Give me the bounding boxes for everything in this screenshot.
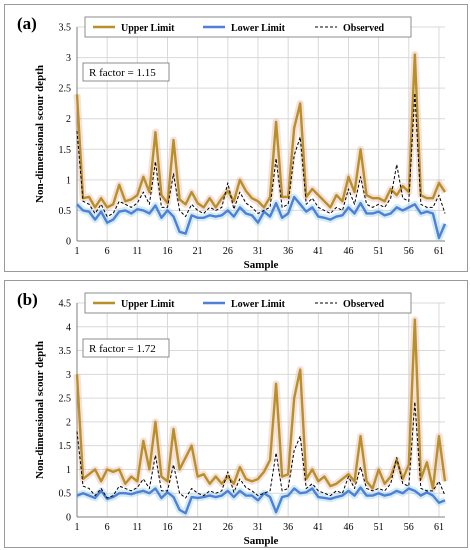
chart-b-legend-box: [84, 292, 412, 314]
chart-b-x-tick-label: 11: [133, 522, 143, 533]
chart-b-x-tick-label: 56: [404, 522, 414, 533]
chart-a-y-tick-label: 0: [66, 237, 71, 248]
chart-b-x-tick-label: 16: [162, 522, 172, 533]
chart-b-y-tick-label: 3.5: [59, 346, 72, 357]
chart-a-x-axis-title: Sample: [244, 259, 279, 271]
chart-a-x-tick-label: 31: [253, 246, 263, 257]
chart-a-annotation-text: R factor = 1.15: [89, 67, 156, 79]
chart-b-x-tick-label: 36: [283, 522, 293, 533]
chart-a-series-observed: [76, 92, 446, 218]
chart-a-y-tick-label: 1.5: [59, 145, 72, 156]
chart-a-svg: (a)00.511.522.533.51 6 11 16 21 26 31 36 41 46 51 5…: [17, 14, 449, 271]
chart-a-x-tick-label: 11: [133, 246, 143, 257]
chart-b-series-lower-limit: [76, 486, 446, 515]
chart-b-y-tick-label: 0.5: [59, 489, 72, 500]
chart-a-panel-label: (a): [17, 14, 37, 33]
chart-a-x-tick-label: 6: [105, 246, 110, 257]
chart-a-y-tick-label: 3: [66, 53, 71, 64]
chart-b-legend-label-lower-limit: Lower Limit: [231, 299, 286, 310]
chart-a-legend-label-observed: Observed: [343, 23, 385, 34]
chart-b-y-tick-label: 1.5: [59, 441, 72, 452]
chart-b-panel-label: (b): [17, 290, 38, 309]
chart-b-y-tick-label: 0: [66, 513, 71, 524]
chart-a-x-tick-label: 21: [193, 246, 203, 257]
chart-b-legend: Upper Limit Lower Limit Observed: [84, 292, 412, 314]
chart-a-x-tick-label: 41: [313, 246, 323, 257]
chart-b-series-upper-limit: [75, 318, 447, 490]
chart-b-y-axis-title: Non-dimensional scour depth: [34, 341, 46, 479]
chart-b-x-tick-label: 46: [343, 522, 353, 533]
chart-b-annotation-box: [82, 338, 170, 358]
chart-a-y-tick-label: 2.5: [59, 84, 72, 95]
chart-b-y-tick-label: 4.5: [59, 299, 72, 310]
chart-b-annotation-text: R factor = 1.72: [89, 343, 156, 355]
chart-b-series-glow: [75, 484, 447, 517]
chart-b-y-tick-label: 2.5: [59, 394, 72, 405]
chart-b-y-tick-label: 2: [66, 417, 71, 428]
chart-b-x-tick-label: 41: [313, 522, 323, 533]
chart-a-y-tick-label: 0.5: [59, 206, 72, 217]
chart-a-y-tick-label: 2: [66, 114, 71, 125]
chart-panel-b: (b) 0 0.5 1 1.5 2 2.5 3 3.5 4 4.5 1 6 11 16 21 26 31 36 41 4…: [4, 280, 468, 548]
chart-b-series-observed: [76, 401, 446, 499]
chart-a-legend-label-lower-limit: Lower Limit: [231, 23, 286, 34]
chart-a-x-tick-label: 61: [434, 246, 444, 257]
chart-b-x-tick-label: 61: [434, 522, 444, 533]
chart-a-annotation-box: [82, 62, 170, 82]
chart-b-x-tick-label: 1: [75, 522, 80, 533]
chart-a-x-tick-label: 1: [75, 246, 80, 257]
chart-a-x-tick-label: 56: [404, 246, 414, 257]
chart-a-x-tick-label: 36: [283, 246, 293, 257]
chart-b-y-tick-label: 4: [66, 322, 71, 333]
chart-a-series-lower-limit: [76, 195, 447, 240]
chart-b-legend-label-observed: Observed: [343, 299, 385, 310]
chart-a-x-tick-label: 46: [343, 246, 353, 257]
chart-a-series-upper-limit: [75, 53, 447, 209]
chart-b-svg: (b)00.511.522.533.544.51 6 11 16 21 26 31 36 41 4…: [17, 290, 449, 547]
chart-a-y-tick-label: 3.5: [59, 23, 72, 34]
chart-b-x-tick-label: 26: [223, 522, 233, 533]
chart-b-x-tick-label: 21: [193, 522, 203, 533]
chart-a-legend-box: [84, 16, 412, 38]
chart-a-x-tick-label: 26: [223, 246, 233, 257]
chart-b-y-tick-label: 3: [66, 370, 71, 381]
chart-b-x-tick-label: 51: [374, 522, 384, 533]
chart-b-legend-label-upper-limit: Upper Limit: [121, 299, 175, 310]
chart-b-x-tick-label: 31: [253, 522, 263, 533]
chart-b-x-axis-title: Sample: [244, 535, 279, 547]
chart-a-legend: Upper Limit Lower Limit Observed: [84, 16, 412, 38]
chart-b-x-tick-label: 6: [105, 522, 110, 533]
chart-b-y-tick-label: 1: [66, 465, 71, 476]
chart-a-x-tick-label: 51: [374, 246, 384, 257]
chart-a-legend-label-upper-limit: Upper Limit: [121, 23, 175, 34]
chart-a-y-tick-label: 1: [66, 175, 71, 186]
chart-a-y-axis-title: Non-dimensional scour depth: [34, 65, 46, 203]
chart-a-x-tick-label: 16: [162, 246, 172, 257]
chart-panel-a: (a) 0 0.5 1 1.5 2 2.5 3 3.5 1 6 11 16 21 26 31 36 41 46 51 5…: [4, 4, 468, 272]
